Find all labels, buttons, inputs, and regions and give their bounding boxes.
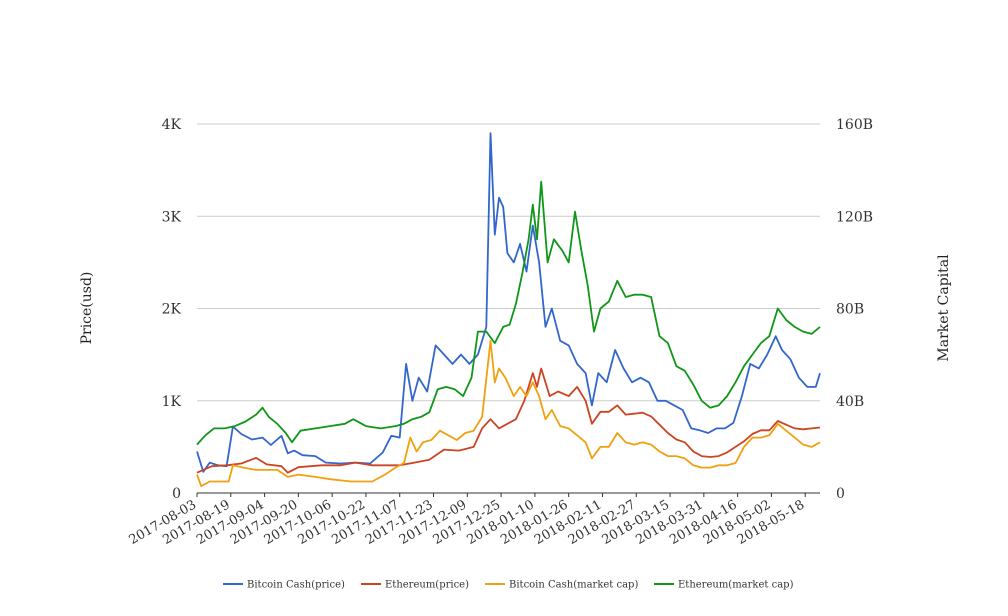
left-tick-label: 2K [162, 302, 182, 318]
series-line-3 [196, 180, 821, 446]
right-tick-label: 80B [836, 302, 864, 318]
series-line-1 [196, 367, 821, 474]
grid [197, 123, 820, 402]
legend-label: Ethereum(market cap) [678, 580, 794, 591]
legend-label: Ethereum(price) [385, 580, 469, 591]
series-lines [196, 132, 821, 488]
left-axis-title: Price(usd) [79, 272, 95, 345]
right-tick-label: 0 [836, 486, 845, 502]
left-tick-label: 1K [162, 394, 182, 410]
left-tick-label: 0 [172, 486, 181, 502]
legend: Bitcoin Cash(price) Ethereum(price) Bitcoi… [223, 580, 794, 591]
series-line-2 [196, 339, 821, 488]
right-tick-label: 160B [836, 117, 873, 133]
left-axis-ticks: 0 1K 2K 3K 4K [162, 117, 182, 502]
right-tick-label: 40B [836, 394, 864, 410]
left-tick-label: 4K [162, 117, 182, 133]
legend-label: Bitcoin Cash(market cap) [509, 580, 638, 591]
series-line-0 [196, 132, 821, 473]
x-axis-ticks: 2017-08-032017-08-192017-09-042017-09-20… [127, 493, 807, 548]
left-tick-label: 3K [162, 209, 182, 225]
right-tick-label: 120B [836, 209, 873, 225]
right-axis-ticks: 0 40B 80B 120B 160B [836, 117, 873, 502]
right-axis-title: Market Capital [936, 254, 952, 362]
legend-label: Bitcoin Cash(price) [247, 580, 345, 591]
